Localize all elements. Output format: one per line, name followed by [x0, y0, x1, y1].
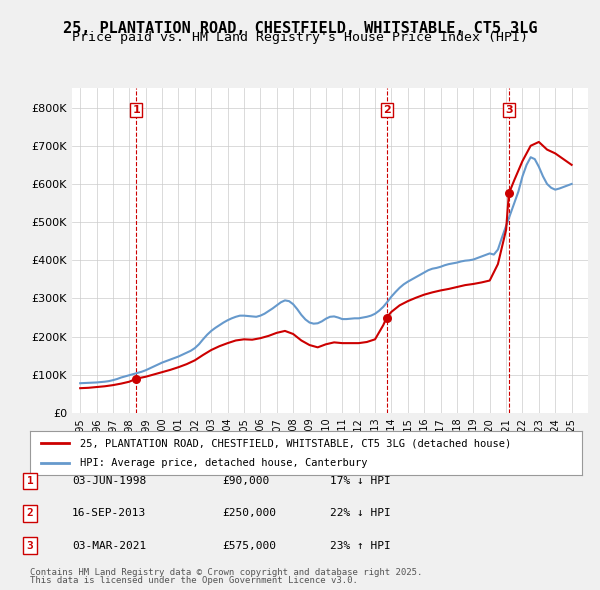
Point [131, 374, 141, 384]
Text: £250,000: £250,000 [222, 509, 276, 518]
Text: 03-JUN-1998: 03-JUN-1998 [72, 476, 146, 486]
Text: 22% ↓ HPI: 22% ↓ HPI [330, 509, 391, 518]
Point [504, 189, 514, 198]
Text: 25, PLANTATION ROAD, CHESTFIELD, WHITSTABLE, CT5 3LG: 25, PLANTATION ROAD, CHESTFIELD, WHITSTA… [63, 21, 537, 35]
Text: £575,000: £575,000 [222, 541, 276, 550]
Text: 1: 1 [26, 476, 34, 486]
Text: 1: 1 [133, 105, 140, 114]
Text: 3: 3 [505, 105, 512, 114]
Text: £90,000: £90,000 [222, 476, 269, 486]
Text: 17% ↓ HPI: 17% ↓ HPI [330, 476, 391, 486]
Text: 3: 3 [26, 541, 34, 550]
Text: 03-MAR-2021: 03-MAR-2021 [72, 541, 146, 550]
Text: 25, PLANTATION ROAD, CHESTFIELD, WHITSTABLE, CT5 3LG (detached house): 25, PLANTATION ROAD, CHESTFIELD, WHITSTA… [80, 438, 511, 448]
Text: 2: 2 [383, 105, 391, 114]
Text: 23% ↑ HPI: 23% ↑ HPI [330, 541, 391, 550]
Point [382, 313, 391, 322]
Text: Contains HM Land Registry data © Crown copyright and database right 2025.: Contains HM Land Registry data © Crown c… [30, 568, 422, 577]
Text: This data is licensed under the Open Government Licence v3.0.: This data is licensed under the Open Gov… [30, 576, 358, 585]
Text: 2: 2 [26, 509, 34, 518]
Text: 16-SEP-2013: 16-SEP-2013 [72, 509, 146, 518]
Text: HPI: Average price, detached house, Canterbury: HPI: Average price, detached house, Cant… [80, 458, 367, 467]
Text: Price paid vs. HM Land Registry's House Price Index (HPI): Price paid vs. HM Land Registry's House … [72, 31, 528, 44]
